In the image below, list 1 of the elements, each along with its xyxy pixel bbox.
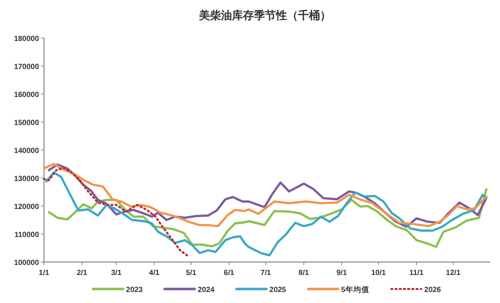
chart-title: 美柴油库存季节性（千桶） (198, 9, 331, 22)
